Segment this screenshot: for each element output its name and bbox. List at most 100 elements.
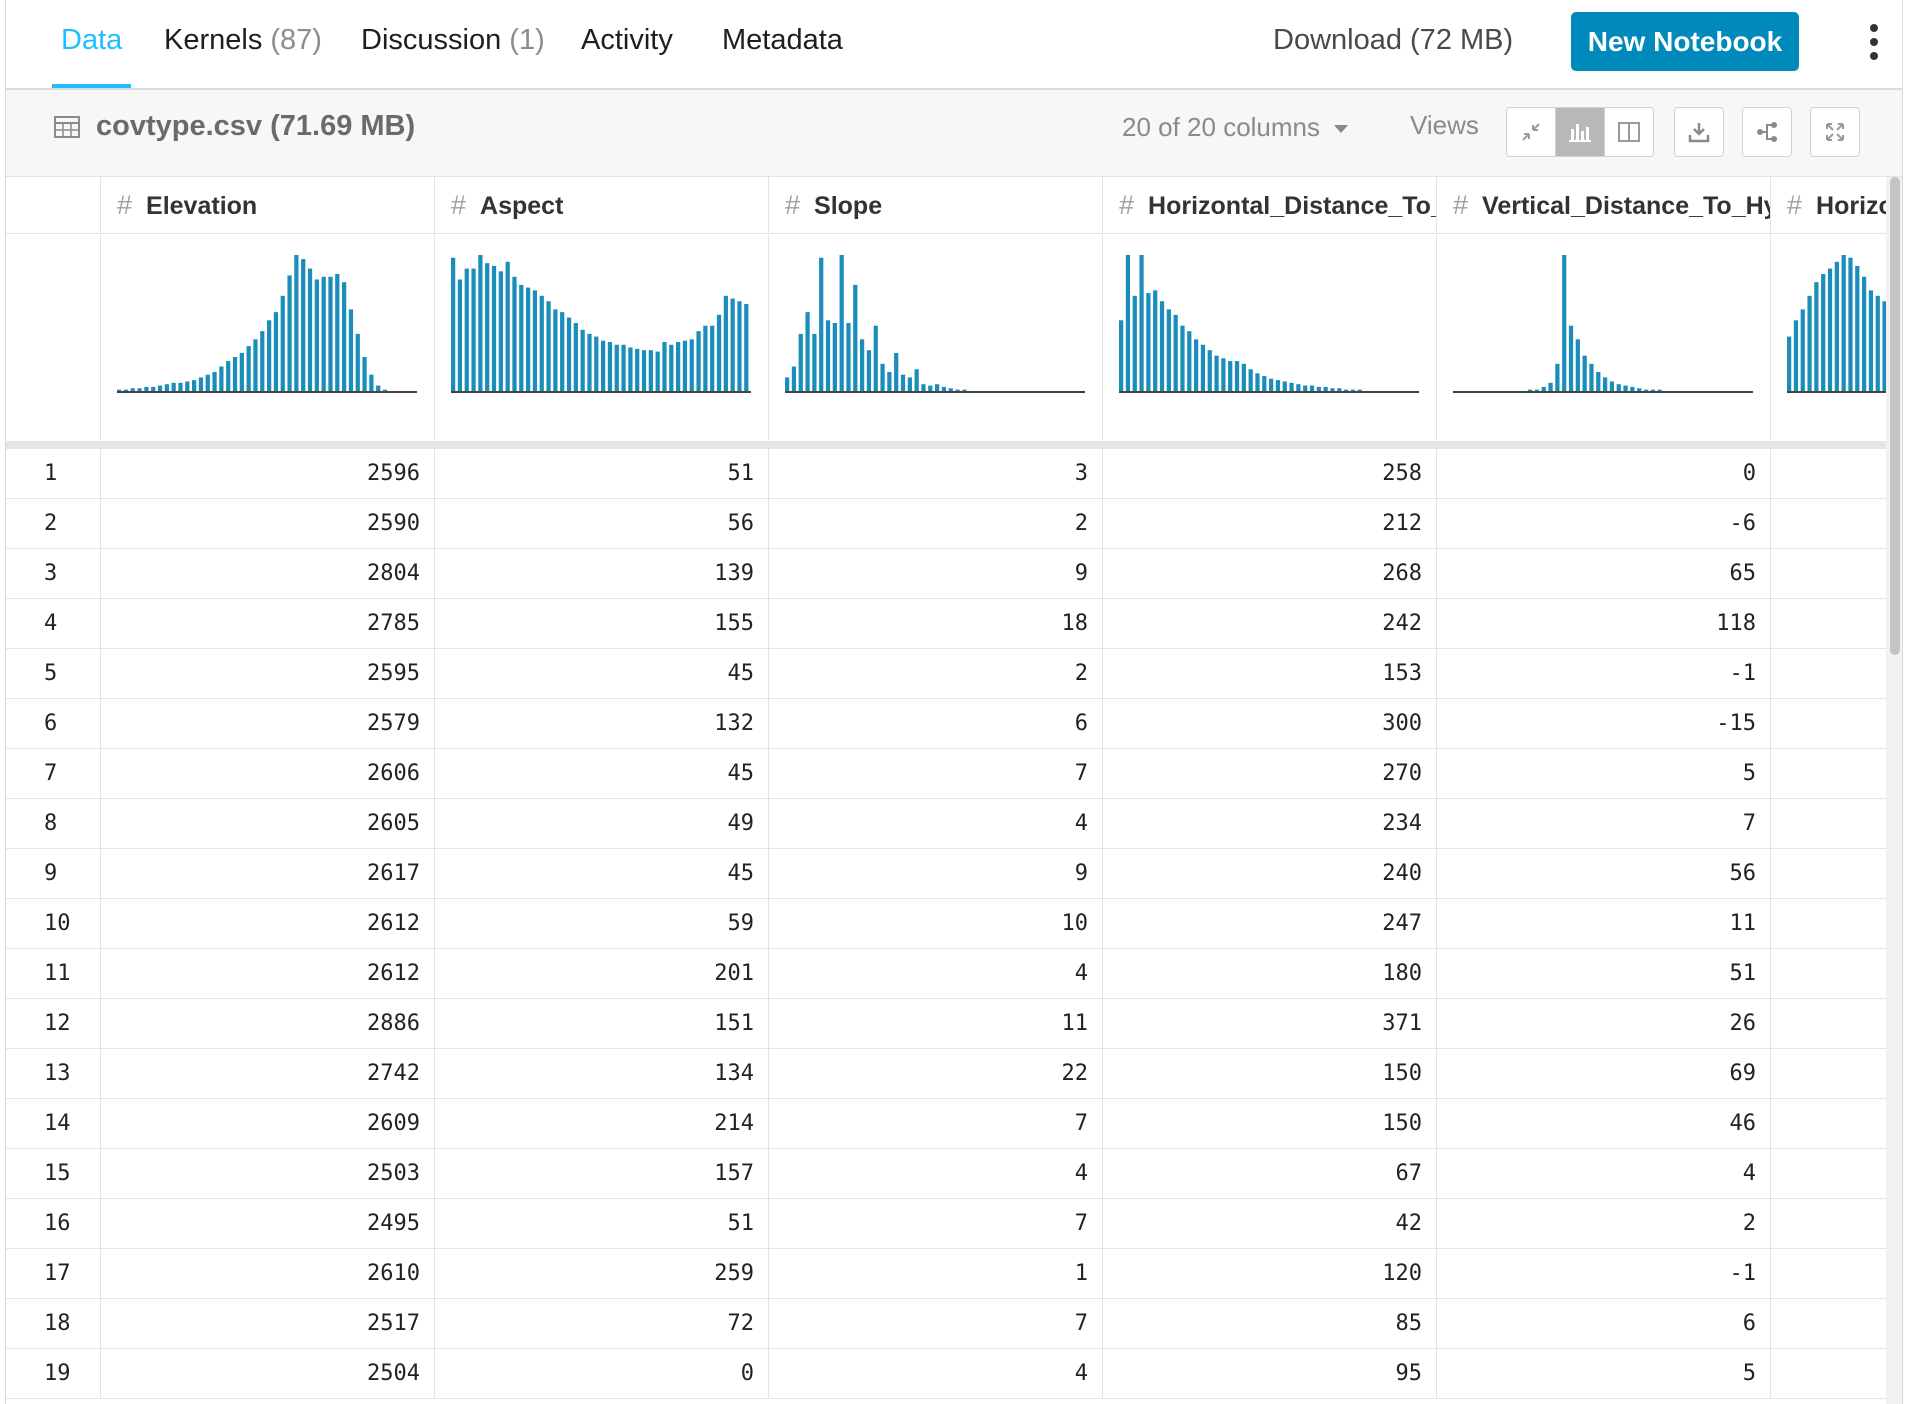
histogram-bar[interactable] bbox=[1214, 355, 1219, 391]
table-cell[interactable]: -1 bbox=[1436, 649, 1770, 699]
table-cell[interactable]: 132 bbox=[434, 699, 768, 749]
new-notebook-button[interactable]: New Notebook bbox=[1571, 12, 1799, 71]
histogram-bar[interactable] bbox=[328, 276, 333, 391]
histogram-bar[interactable] bbox=[866, 350, 872, 391]
tab-kernels[interactable]: Kernels (87) bbox=[164, 0, 322, 88]
table-cell[interactable]: 72 bbox=[434, 1299, 768, 1349]
histogram-bar[interactable] bbox=[1289, 382, 1294, 391]
table-cell[interactable]: 4 bbox=[768, 799, 1102, 849]
histogram-bar[interactable] bbox=[1807, 295, 1812, 391]
histogram-bar[interactable] bbox=[212, 371, 217, 391]
table-cell[interactable]: 0 bbox=[434, 1349, 768, 1399]
histogram-bar[interactable] bbox=[321, 276, 326, 391]
histogram-bar[interactable] bbox=[512, 276, 517, 391]
table-cell[interactable] bbox=[1770, 499, 1886, 549]
histogram-bar[interactable] bbox=[614, 344, 619, 391]
table-cell[interactable]: 7 bbox=[768, 1099, 1102, 1149]
histogram-bar[interactable] bbox=[1173, 314, 1178, 391]
table-cell[interactable]: 2804 bbox=[100, 549, 434, 599]
histogram-bar[interactable] bbox=[873, 325, 878, 391]
histogram-bar[interactable] bbox=[730, 298, 735, 391]
histogram-bar[interactable] bbox=[1187, 331, 1192, 391]
table-cell[interactable]: 6 bbox=[1436, 1299, 1770, 1349]
histogram-bar[interactable] bbox=[819, 257, 824, 391]
histogram-bar[interactable] bbox=[1793, 320, 1799, 391]
histogram-bar[interactable] bbox=[273, 312, 279, 391]
column-histogram[interactable]: 0 bbox=[1770, 235, 1886, 441]
tab-metadata[interactable]: Metadata bbox=[722, 0, 843, 88]
histogram-bar[interactable] bbox=[655, 351, 660, 391]
histogram-bar[interactable] bbox=[648, 350, 653, 391]
histogram-bar[interactable] bbox=[219, 366, 224, 391]
histogram-bar[interactable] bbox=[607, 342, 613, 391]
table-cell[interactable]: 51 bbox=[434, 1199, 768, 1249]
histogram-bar[interactable] bbox=[941, 386, 947, 391]
table-cell[interactable]: 56 bbox=[434, 499, 768, 549]
table-cell[interactable] bbox=[1770, 849, 1886, 899]
histogram-bar[interactable] bbox=[798, 333, 803, 391]
histogram-bar[interactable] bbox=[846, 323, 851, 391]
table-cell[interactable]: 2609 bbox=[100, 1099, 434, 1149]
histogram-bar[interactable] bbox=[676, 342, 681, 391]
histogram-bar[interactable] bbox=[935, 384, 940, 391]
histogram-bar[interactable] bbox=[662, 342, 667, 391]
table-cell[interactable]: 4 bbox=[768, 1149, 1102, 1199]
histogram-bar[interactable] bbox=[560, 312, 565, 391]
table-cell[interactable]: 4 bbox=[768, 1349, 1102, 1399]
table-cell[interactable] bbox=[1770, 1099, 1886, 1149]
table-cell[interactable]: 120 bbox=[1102, 1249, 1436, 1299]
histogram-bar[interactable] bbox=[839, 255, 844, 391]
histogram-bar[interactable] bbox=[246, 346, 251, 391]
table-cell[interactable]: 2606 bbox=[100, 749, 434, 799]
histogram-bar[interactable] bbox=[151, 386, 156, 391]
share-button[interactable] bbox=[1742, 107, 1792, 157]
table-cell[interactable]: 7 bbox=[768, 1299, 1102, 1349]
table-cell[interactable]: 5 bbox=[1436, 1349, 1770, 1399]
table-cell[interactable]: 6 bbox=[768, 699, 1102, 749]
histogram-bar[interactable] bbox=[1146, 293, 1151, 391]
histogram-bar[interactable] bbox=[1643, 389, 1649, 391]
histogram-bar[interactable] bbox=[825, 320, 831, 391]
histogram-bar[interactable] bbox=[1603, 377, 1608, 391]
histogram-bar[interactable] bbox=[1344, 389, 1349, 391]
histogram-bar[interactable] bbox=[1800, 309, 1805, 391]
histogram-bar[interactable] bbox=[1262, 376, 1267, 391]
histogram-bar[interactable] bbox=[1132, 295, 1137, 391]
table-cell[interactable]: 247 bbox=[1102, 899, 1436, 949]
histogram-bar[interactable] bbox=[1868, 290, 1874, 391]
histogram-bar[interactable] bbox=[962, 389, 967, 391]
table-cell[interactable] bbox=[1770, 1299, 1886, 1349]
table-cell[interactable]: 4 bbox=[1436, 1149, 1770, 1199]
histogram-bar[interactable] bbox=[948, 388, 953, 391]
histogram-bar[interactable] bbox=[553, 309, 558, 391]
histogram-bar[interactable] bbox=[1153, 290, 1158, 391]
table-cell[interactable]: 11 bbox=[768, 999, 1102, 1049]
table-cell[interactable]: 214 bbox=[434, 1099, 768, 1149]
histogram-bar[interactable] bbox=[860, 339, 865, 391]
histogram-bar[interactable] bbox=[267, 320, 272, 391]
histogram-bar[interactable] bbox=[1303, 385, 1308, 391]
table-cell[interactable]: 95 bbox=[1102, 1349, 1436, 1399]
histogram-bar[interactable] bbox=[703, 325, 708, 391]
fullscreen-button[interactable] bbox=[1810, 107, 1860, 157]
histogram-bar[interactable] bbox=[280, 295, 285, 391]
table-cell[interactable]: 180 bbox=[1102, 949, 1436, 999]
histogram-bar[interactable] bbox=[696, 331, 701, 391]
histogram-bar[interactable] bbox=[1221, 358, 1226, 391]
table-cell[interactable] bbox=[1770, 599, 1886, 649]
histogram-bar[interactable] bbox=[1650, 389, 1655, 391]
histogram-bar[interactable] bbox=[226, 361, 231, 391]
table-cell[interactable]: 0 bbox=[1436, 449, 1770, 499]
table-cell[interactable]: 7 bbox=[768, 1199, 1102, 1249]
column-header[interactable]: # Aspect bbox=[434, 177, 768, 234]
table-cell[interactable]: 150 bbox=[1102, 1099, 1436, 1149]
table-cell[interactable]: 2595 bbox=[100, 649, 434, 699]
table-cell[interactable]: 42 bbox=[1102, 1199, 1436, 1249]
histogram-bar[interactable] bbox=[1228, 361, 1233, 391]
column-histogram[interactable]: 066 bbox=[768, 235, 1102, 441]
table-cell[interactable] bbox=[1770, 999, 1886, 1049]
histogram-bar[interactable] bbox=[1575, 339, 1580, 391]
histogram-bar[interactable] bbox=[130, 388, 135, 391]
histogram-bar[interactable] bbox=[1234, 361, 1240, 391]
histogram-bar[interactable] bbox=[144, 386, 149, 391]
